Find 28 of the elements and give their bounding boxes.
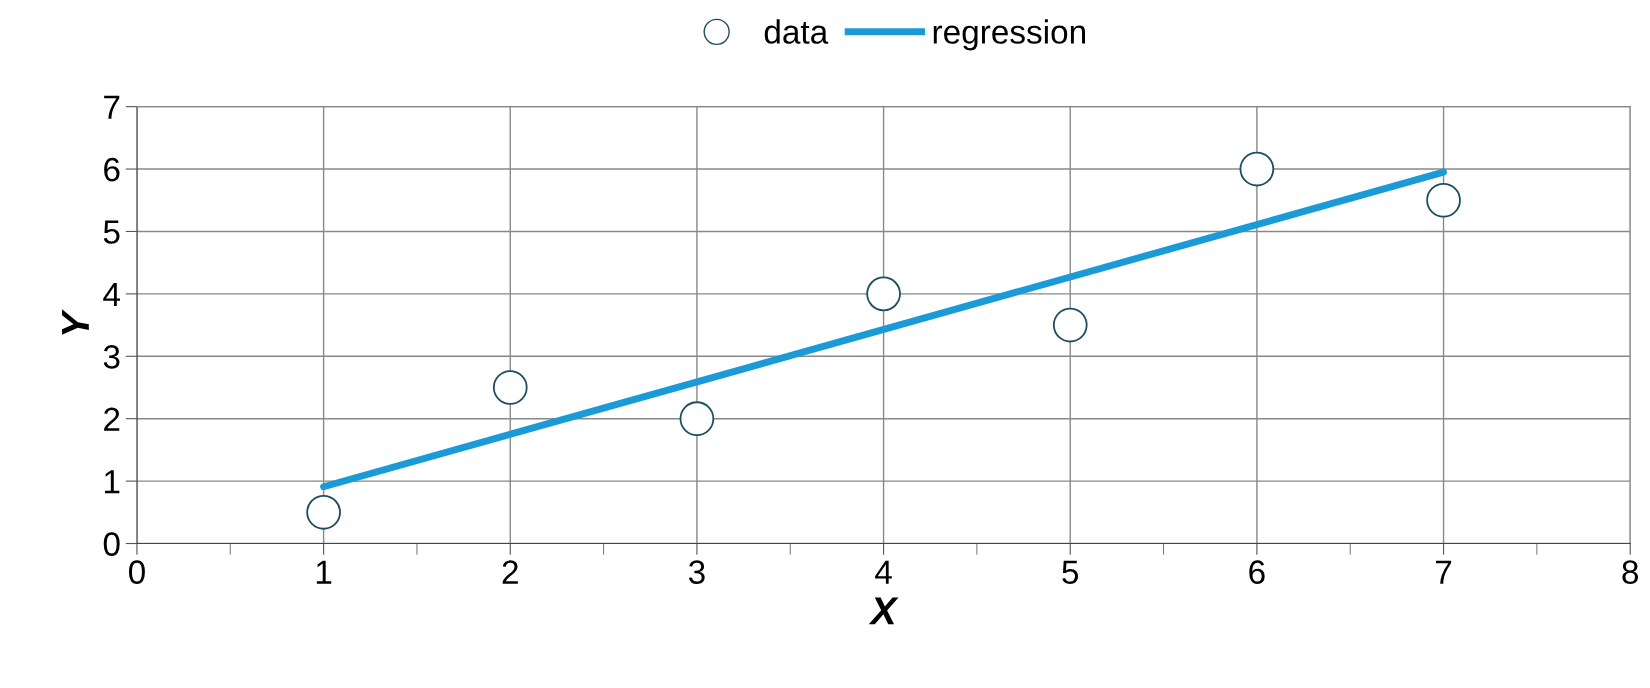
y-tick-label: 5: [103, 220, 120, 244]
legend-label: data: [764, 19, 829, 44]
legend-label: regression: [933, 19, 1085, 51]
x-tick-label: 4: [875, 560, 892, 584]
x-tick-label: 6: [1249, 560, 1265, 584]
x-tick-label: 5: [1062, 560, 1079, 584]
y-tick-label: 2: [104, 407, 120, 431]
point: [1426, 182, 1461, 218]
y-tick-label: 0: [103, 532, 120, 556]
point: [1052, 307, 1088, 343]
x-axis-title: X: [868, 597, 899, 625]
x-tick-label: 0: [128, 560, 145, 584]
point: [866, 276, 901, 312]
y-tick-label: 1: [104, 470, 120, 494]
y-tick-label: 3: [103, 345, 120, 369]
point: [679, 401, 715, 437]
y-tick-label: 7: [104, 95, 120, 119]
point: [492, 370, 528, 405]
x-tick-label: 3: [688, 560, 705, 584]
y-axis-title: Y: [62, 309, 89, 335]
x-tick-label: 8: [1622, 560, 1639, 584]
x-tick-label: 7: [1435, 560, 1452, 584]
point: [1239, 151, 1275, 187]
y-tick-label: 4: [103, 283, 120, 306]
y-tick-label: 6: [104, 157, 120, 182]
x-tick-label: 1: [316, 560, 332, 584]
point: [306, 494, 341, 530]
x-tick-label: 2: [502, 560, 518, 584]
